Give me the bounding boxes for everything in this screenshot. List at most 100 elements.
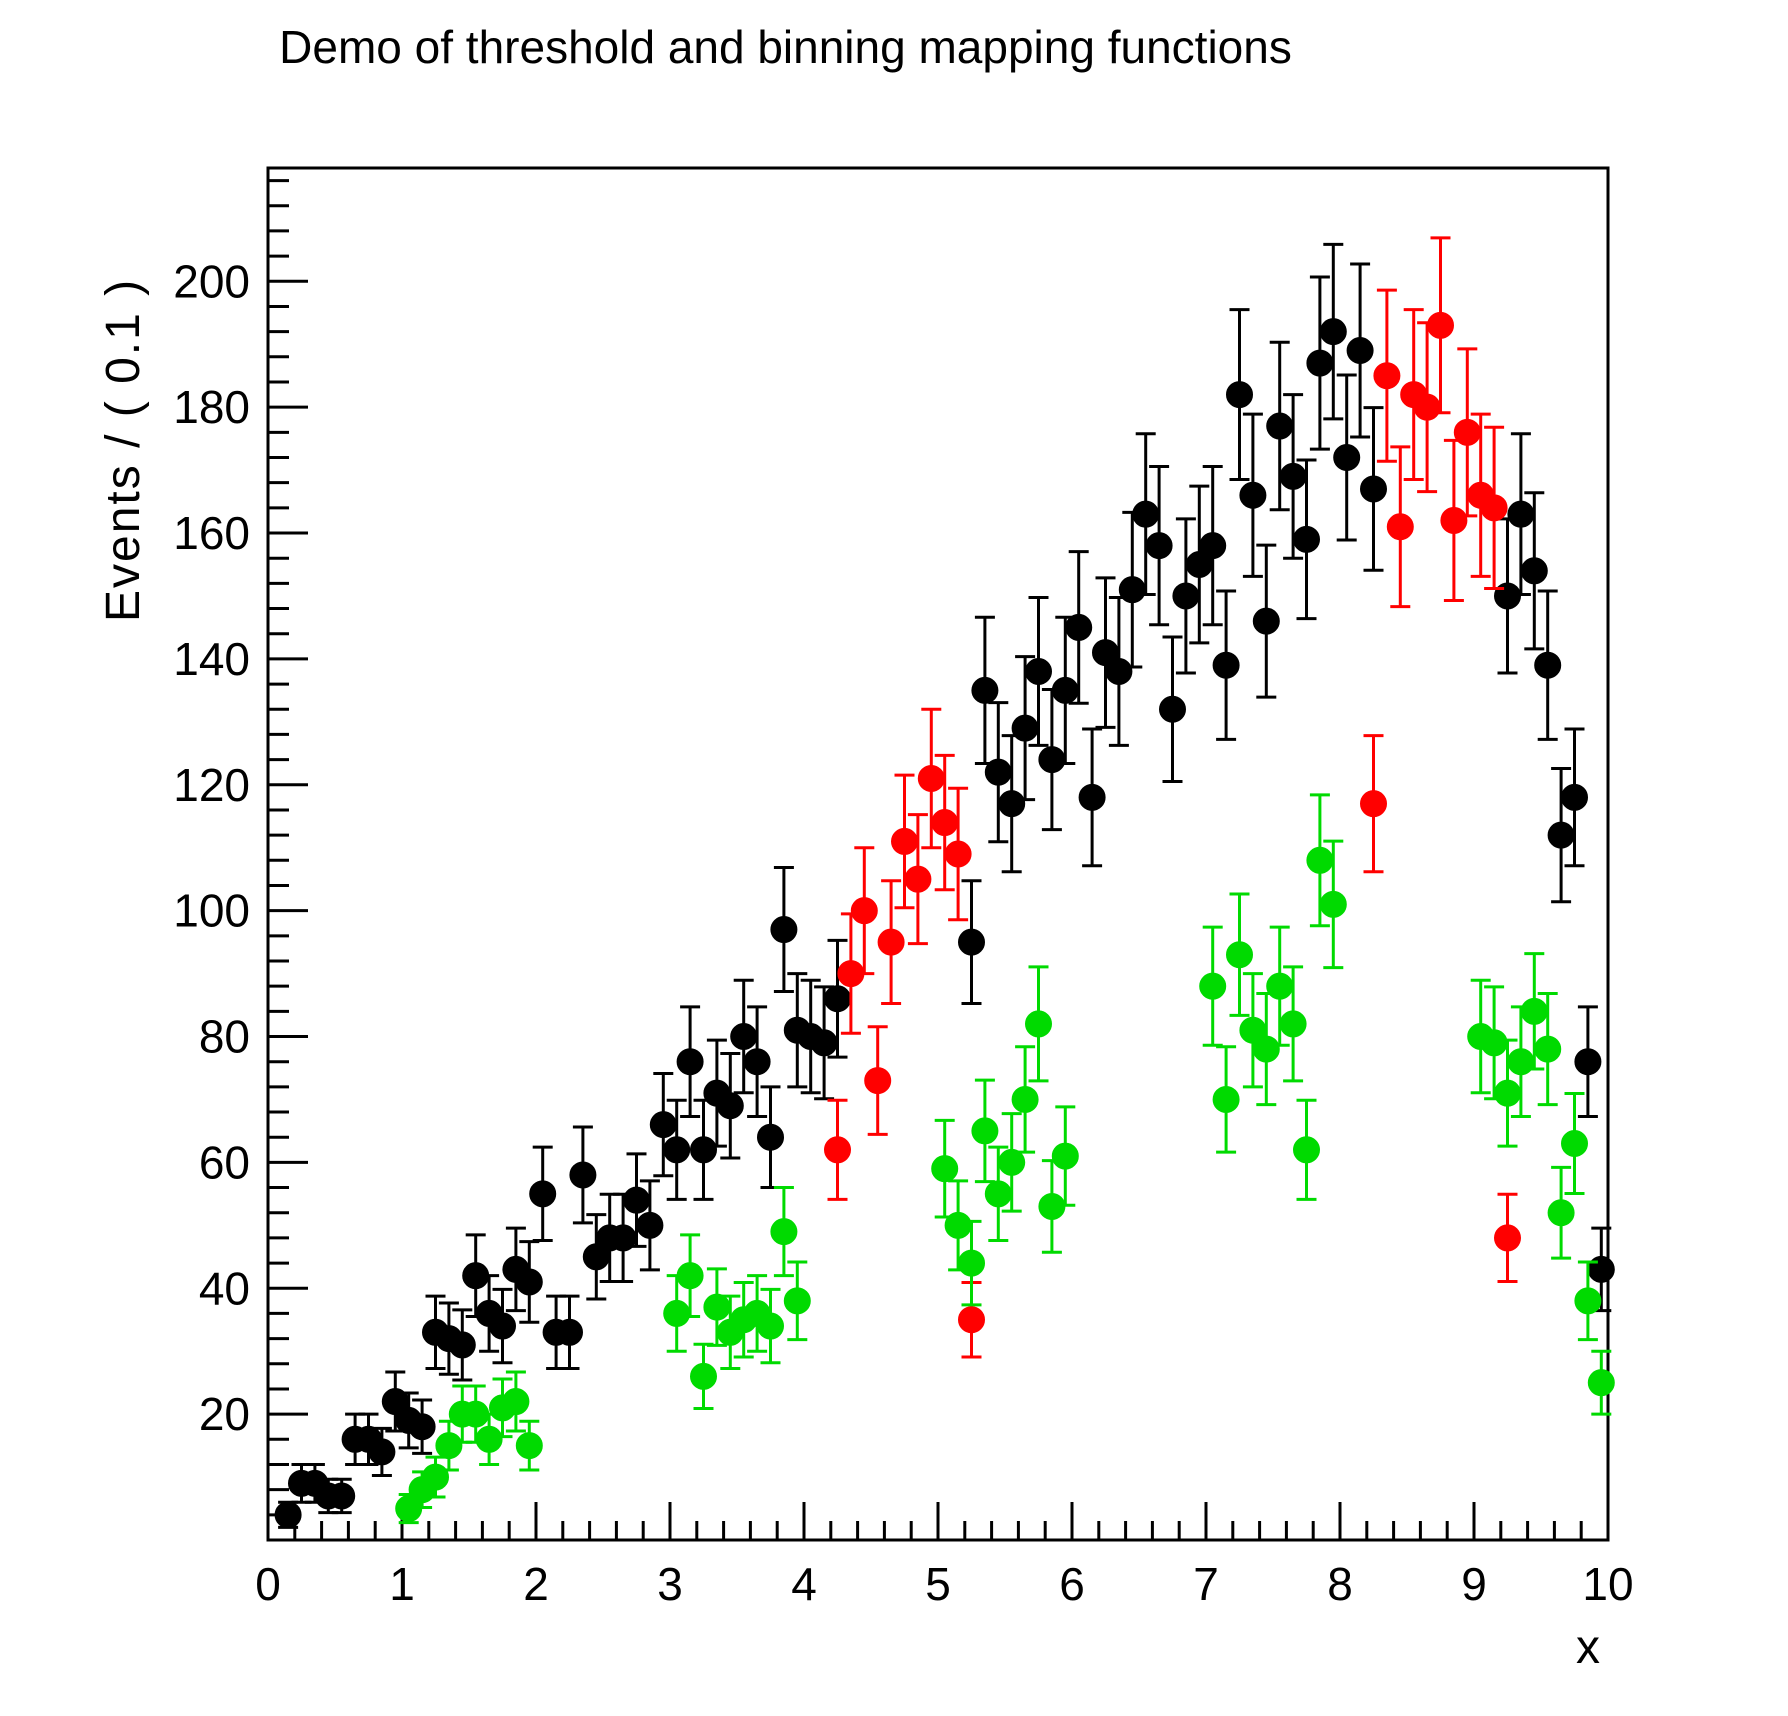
data-point	[1293, 525, 1320, 553]
data-point	[944, 1211, 972, 1239]
data-point	[1547, 1199, 1575, 1227]
data-point	[529, 1180, 557, 1208]
data-point	[971, 676, 999, 704]
data-point	[1011, 1085, 1039, 1113]
data-point	[1574, 1048, 1602, 1076]
y-tick-label: 160	[173, 507, 250, 559]
data-point	[958, 1249, 985, 1277]
data-point	[1199, 532, 1227, 560]
data-point	[1386, 513, 1414, 541]
data-point	[1587, 1369, 1615, 1397]
data-point	[1145, 532, 1173, 560]
data-point	[770, 916, 798, 944]
x-tick-label: 2	[523, 1558, 549, 1610]
data-point	[770, 1218, 798, 1246]
data-point	[1159, 695, 1186, 723]
data-point	[998, 1148, 1026, 1176]
data-point	[1373, 362, 1401, 390]
y-tick-label: 40	[199, 1262, 250, 1314]
data-point	[1025, 657, 1052, 685]
data-point	[958, 1306, 985, 1334]
y-tick-label: 100	[173, 885, 250, 937]
data-point	[676, 1048, 704, 1076]
data-point	[1534, 651, 1562, 679]
data-point	[1306, 349, 1334, 377]
data-point	[435, 1432, 463, 1460]
data-point	[1025, 1010, 1052, 1038]
data-point	[328, 1482, 356, 1510]
data-point	[1252, 607, 1280, 635]
data-point	[1118, 576, 1146, 604]
y-tick-label: 140	[173, 633, 250, 685]
data-point	[489, 1312, 516, 1340]
data-point	[864, 1067, 892, 1095]
x-tick-label: 1	[389, 1558, 415, 1610]
data-point	[515, 1432, 543, 1460]
data-point	[676, 1262, 704, 1290]
data-point	[1360, 475, 1387, 503]
data-point	[757, 1312, 784, 1340]
data-point	[1199, 972, 1227, 1000]
data-point	[1212, 651, 1240, 679]
data-point	[623, 1186, 650, 1214]
data-point	[1494, 1224, 1521, 1252]
data-point	[850, 897, 878, 925]
y-tick-label: 60	[199, 1136, 250, 1188]
data-point	[1480, 1029, 1508, 1057]
data-point	[904, 865, 932, 893]
data-point	[1011, 714, 1039, 742]
data-point	[1480, 494, 1508, 522]
data-point	[1453, 418, 1481, 446]
data-point	[743, 1048, 771, 1076]
data-point	[1252, 1035, 1280, 1063]
x-tick-label: 8	[1327, 1558, 1353, 1610]
axes	[266, 179, 1610, 1540]
data-point	[824, 1136, 851, 1164]
data-point	[663, 1299, 691, 1327]
data-point	[1319, 318, 1347, 346]
x-tick-label: 5	[925, 1558, 951, 1610]
data-point	[1520, 997, 1548, 1025]
data-point	[931, 809, 959, 837]
data-point	[931, 1155, 959, 1183]
data-point	[824, 985, 851, 1013]
data-point	[877, 928, 905, 956]
data-point	[944, 840, 972, 868]
x-tick-label: 0	[255, 1558, 281, 1610]
data-point	[1346, 337, 1374, 365]
x-tick-label: 7	[1193, 1558, 1219, 1610]
data-point	[757, 1123, 784, 1151]
data-point	[1212, 1085, 1240, 1113]
data-point	[1333, 444, 1361, 472]
data-point	[1078, 783, 1106, 811]
data-point	[1561, 1130, 1588, 1158]
data-point	[569, 1161, 597, 1189]
tick-labels: 0 1 2 3 4 5 6 7 8 9 10 20 40 60 80 100 120 140 160 180 200	[173, 255, 1633, 1610]
data-point	[1105, 657, 1133, 685]
data-point	[917, 764, 945, 792]
data-point	[690, 1362, 717, 1390]
x-tick-label: 4	[791, 1558, 817, 1610]
data-point	[1279, 462, 1307, 490]
x-tick-label: 9	[1461, 1558, 1487, 1610]
data-point	[1172, 582, 1200, 610]
y-tick-label: 80	[199, 1011, 250, 1063]
data-point	[998, 790, 1026, 818]
data-point	[1413, 393, 1441, 421]
data-point	[1306, 846, 1334, 874]
x-tick-label: 6	[1059, 1558, 1085, 1610]
data-point	[1132, 500, 1160, 528]
y-tick-label: 180	[173, 381, 250, 433]
data-point	[730, 1023, 758, 1051]
data-point	[408, 1413, 436, 1441]
data-point	[649, 1111, 677, 1139]
series-red	[824, 236, 1521, 1359]
data-point	[1226, 381, 1253, 409]
data-point	[636, 1211, 664, 1239]
data-point	[1574, 1287, 1602, 1315]
data-point	[1293, 1136, 1320, 1164]
data-point	[1051, 1142, 1079, 1170]
x-axis-title: x	[1576, 1621, 1600, 1674]
